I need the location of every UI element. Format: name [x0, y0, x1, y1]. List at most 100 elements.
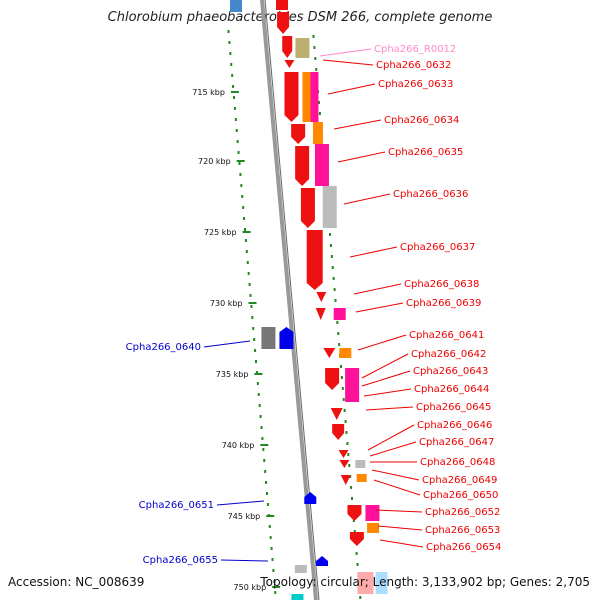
- gc-dot: [269, 536, 272, 539]
- gc-dot: [270, 547, 273, 550]
- gene-arrow: [339, 460, 350, 468]
- leader-line: [379, 539, 424, 548]
- gene-label: Cpha266_R0012: [374, 44, 456, 55]
- accession-text: Accession: NC_008639: [8, 575, 145, 589]
- gene-box: [230, 0, 242, 12]
- leader-line: [371, 469, 420, 481]
- gene-label: Cpha266_0646: [417, 420, 492, 431]
- gene-labels-left: Cpha266_0640 Cpha266_0651 Cpha266_0655: [126, 340, 269, 566]
- gc-dot: [250, 305, 253, 308]
- gc-dot: [261, 437, 264, 440]
- gene-box: [310, 72, 319, 122]
- gene-arrow: [349, 532, 364, 546]
- gene-arrow: [347, 505, 362, 521]
- gc-dot: [232, 85, 235, 88]
- gene-label: Cpha266_0638: [404, 279, 479, 290]
- gene-arrow: [277, 12, 290, 34]
- ruler-label: 720 kbp: [198, 157, 231, 166]
- leader-line: [365, 406, 414, 411]
- kbp-ruler: 715 kbp 720 kbp 725 kbp 730 kbp 735 kbp 740 k…: [192, 88, 281, 592]
- gene-box: [355, 460, 366, 468]
- gc-dot: [237, 151, 240, 154]
- gc-dot: [346, 442, 349, 445]
- gc-dot: [341, 387, 344, 390]
- gene-label: Cpha266_0648: [420, 457, 495, 468]
- gc-dot: [333, 288, 336, 291]
- leader-line: [367, 424, 415, 451]
- gene-arrow-reverse: [316, 556, 329, 566]
- leader-line: [216, 500, 265, 506]
- gc-dot: [238, 162, 241, 165]
- gc-dot: [248, 283, 251, 286]
- gc-dot: [330, 255, 333, 258]
- leader-line: [369, 441, 417, 457]
- gene-box: [291, 594, 304, 600]
- gc-dot: [353, 530, 356, 533]
- gc-dot: [251, 316, 254, 319]
- gc-dot: [312, 35, 315, 38]
- gc-dot: [332, 277, 335, 280]
- gene-label: Cpha266_0642: [411, 349, 486, 360]
- gc-dot: [234, 118, 237, 121]
- gc-dot: [268, 525, 271, 528]
- gc-dot: [342, 398, 345, 401]
- gc-dot: [336, 321, 339, 324]
- gc-dot: [343, 409, 346, 412]
- gc-dot: [340, 376, 343, 379]
- ruler-label: 745 kbp: [228, 512, 261, 521]
- gc-dot: [334, 299, 337, 302]
- gene-label: Cpha266_0654: [426, 542, 501, 553]
- gene-arrow: [291, 124, 306, 144]
- gc-dot: [244, 228, 246, 231]
- gene-label: Cpha266_0634: [384, 115, 459, 126]
- gene-arrow: [284, 60, 295, 68]
- gc-dot: [318, 112, 321, 115]
- gc-dot: [315, 68, 318, 71]
- leader-line: [363, 388, 412, 397]
- gene-labels-right: Cpha266_R0012 Cpha266_0632 Cpha266_0633 Cph…: [319, 44, 501, 553]
- gc-dot: [314, 57, 317, 60]
- gc-dot: [350, 486, 353, 489]
- gc-dot: [318, 101, 320, 104]
- leader-line: [337, 151, 386, 163]
- gene-box: [365, 505, 380, 521]
- gene-arrow: [284, 72, 299, 122]
- gene-arrow: [330, 408, 343, 420]
- gc-dot: [247, 272, 250, 275]
- leader-line: [357, 334, 407, 351]
- gene-arrow: [332, 424, 345, 440]
- leader-line: [343, 193, 391, 205]
- gene-label: Cpha266_0633: [378, 79, 453, 90]
- gene-label: Cpha266_0647: [419, 437, 494, 448]
- map-title: Chlorobium phaeobacteroides DSM 266, com…: [107, 10, 493, 25]
- gc-dot: [244, 239, 247, 242]
- gene-arrow: [323, 348, 336, 358]
- gene-box: [357, 572, 374, 594]
- gene-arrow: [300, 188, 315, 228]
- gene-arrow-reverse: [279, 327, 294, 349]
- gc-dot: [233, 107, 236, 110]
- topology-summary: Topology: circular; Length: 3,133,902 bp…: [260, 575, 590, 589]
- gc-dot: [245, 250, 248, 253]
- ruler-label: 735 kbp: [216, 370, 249, 379]
- gc-dot: [230, 63, 233, 66]
- gene-box: [339, 348, 352, 358]
- gene-arrow: [338, 450, 349, 458]
- gene-arrow: [315, 308, 326, 320]
- gene-label: Cpha266_0635: [388, 147, 463, 158]
- gc-dot: [340, 365, 342, 368]
- gc-dot: [231, 74, 234, 77]
- gc-dot: [271, 558, 274, 561]
- gene-arrow: [306, 230, 323, 290]
- feature-track: [230, 0, 388, 600]
- gene-label: Cpha266_0636: [393, 189, 468, 200]
- ruler-label: 725 kbp: [204, 228, 237, 237]
- gene-label: Cpha266_0655: [143, 555, 218, 566]
- gc-dot: [233, 96, 235, 99]
- gene-arrow: [282, 36, 293, 58]
- leader-line: [361, 370, 411, 387]
- ruler-label: 730 kbp: [210, 299, 243, 308]
- gc-dot: [246, 261, 249, 264]
- ruler-label: 715 kbp: [192, 88, 225, 97]
- gc-dot: [263, 459, 266, 462]
